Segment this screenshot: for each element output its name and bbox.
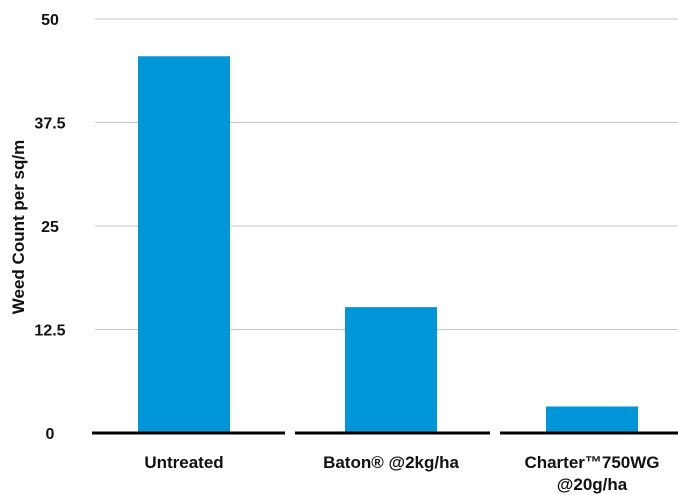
x-category-label: Charter™750WG — [524, 453, 659, 472]
y-tick-labels: 0 12.5 25 37.5 50 — [34, 12, 65, 443]
y-tick-label: 37.5 — [34, 116, 65, 133]
y-axis-title: Weed Count per sq/m — [9, 140, 28, 314]
bar-2 — [345, 307, 437, 433]
bar-1 — [138, 56, 230, 433]
y-tick-label: 50 — [41, 12, 59, 29]
x-category-labels: Untreated Baton® @2kg/ha Charter™750WG @20g… — [144, 453, 659, 494]
x-category-label: Untreated — [144, 453, 223, 472]
y-tick-label: 0 — [46, 426, 55, 443]
x-category-label-line2: @20g/ha — [557, 475, 628, 494]
bars — [138, 56, 638, 433]
y-tick-label: 12.5 — [34, 323, 65, 340]
bar-3 — [546, 406, 638, 433]
x-category-label: Baton® @2kg/ha — [323, 453, 459, 472]
y-tick-label: 25 — [41, 219, 59, 236]
